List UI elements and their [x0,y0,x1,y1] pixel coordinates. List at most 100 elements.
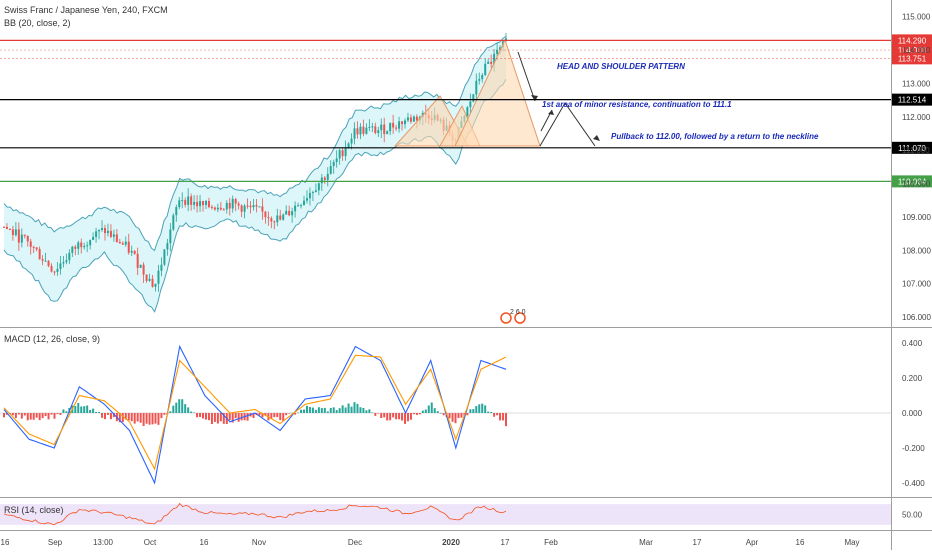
event-circle-icon [514,312,526,324]
macd-histogram-bar [222,413,225,424]
macd-histogram-bar [314,409,317,413]
candle-body [160,264,163,271]
macd-panel [0,344,891,485]
macd-histogram-bar [362,407,365,413]
price-tick-label: 106.000 [902,313,931,322]
candle-body [356,128,359,135]
price-level-tag-label: 114.000 [898,46,927,55]
candle-body [3,226,5,228]
macd-histogram-bar [421,410,424,413]
price-tick-label: 107.000 [902,280,931,289]
macd-histogram-bar [264,413,267,416]
candle-body [133,250,136,254]
time-tick-label: May [844,538,859,547]
candle-body [59,263,62,269]
time-tick-label: 16 [796,538,805,547]
candle-body [291,211,294,216]
macd-histogram-bar [484,405,487,413]
candle-body [395,127,398,129]
arrow-line [517,51,536,102]
rsi-tick-label: 50.00 [902,511,923,520]
macd-histogram-bar [320,408,323,413]
candle-body [181,200,184,202]
macd-histogram-bar [475,406,478,413]
candle-body [11,229,14,236]
candle-body [243,205,246,212]
macd-histogram-bar [59,413,62,415]
macd-histogram-bar [130,413,133,422]
arrow-head-icon [531,95,538,101]
macd-tick-label: -0.200 [902,444,925,453]
annotation-minor-resistance: 1st area of minor resistance, continuati… [542,100,732,109]
macd-histogram-bar [145,413,148,424]
macd-histogram-bar [451,413,454,422]
candle-body [124,241,127,245]
macd-histogram-bar [389,413,392,421]
macd-histogram-bar [92,408,95,413]
candle-body [127,241,130,253]
candle-body [103,228,106,234]
candle-body [237,203,240,206]
candle-body [317,183,320,191]
candle-body [323,177,326,180]
price-level-tag [892,141,932,154]
macd-histogram-bar [380,413,383,419]
macd-histogram-bar [335,410,338,413]
macd-histogram-bar [154,413,157,424]
macd-histogram-bar [32,413,35,420]
candle-body [332,162,335,167]
macd-histogram-bar [237,413,240,422]
macd-histogram-bar [196,413,199,418]
candle-body [347,143,350,148]
price-level-tag-label: 113.751 [898,54,927,63]
candle-body [106,230,109,234]
macd-histogram-bar [139,413,142,423]
macd-histogram-bar [252,413,255,419]
macd-tick-label: 0.400 [902,339,923,348]
rsi-title: RSI (14, close) [4,505,64,515]
candle-body [26,235,29,242]
macd-histogram-bar [353,402,356,413]
macd-histogram-bar [261,413,264,418]
macd-histogram-bar [80,406,83,413]
candle-body [392,122,395,128]
macd-histogram-bar [472,409,475,413]
price-level-tag-label: 114.290 [898,36,927,45]
candle-body [178,200,181,208]
arrow-head-icon [548,110,554,115]
macd-histogram-bar [303,409,306,413]
macd-histogram-bar [469,409,472,413]
price-tick-label: 113.000 [902,79,931,88]
candle-body [398,121,401,129]
macd-histogram-bar [454,413,457,424]
macd-histogram-bar [383,413,386,418]
price-candles [3,32,507,292]
macd-histogram-bar [374,413,377,416]
macd-histogram-bar [317,407,320,413]
candle-body [389,122,392,132]
candle-body [83,246,86,248]
macd-histogram-bar [142,413,145,426]
macd-histogram-bar [74,406,77,413]
macd-histogram-bar [234,413,237,419]
event-circle-icon [500,312,512,324]
event-badge[interactable]: 2 6 0 [500,309,526,324]
time-tick-label: 2020 [442,538,460,547]
price-level-tag [892,93,932,106]
candle-body [377,130,380,133]
time-tick-label: Dec [348,538,362,547]
macd-histogram-bar [496,413,499,416]
candle-body [53,271,56,273]
candle-body [273,221,276,223]
candle-body [202,201,205,206]
macd-histogram-bar [109,413,112,420]
macd-histogram-bar [365,410,368,413]
macd-tick-label: 0.000 [902,409,923,418]
candle-body [246,205,249,207]
price-tick-label: 112.000 [902,113,931,122]
price-tick-label: 114.000 [902,46,931,55]
candle-body [142,264,145,275]
